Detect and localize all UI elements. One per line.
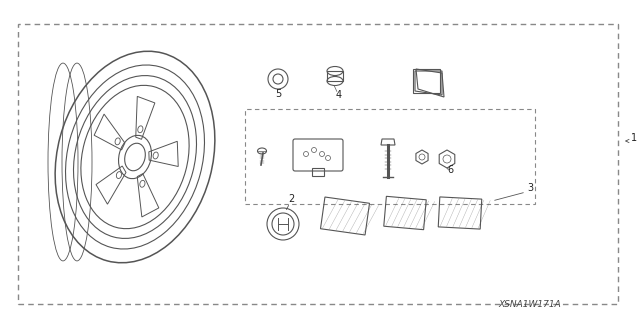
Text: 2: 2 <box>288 194 294 204</box>
Text: 6: 6 <box>447 165 453 175</box>
Text: XSNA1W171A: XSNA1W171A <box>499 300 561 309</box>
Text: 5: 5 <box>275 89 281 99</box>
Text: 4: 4 <box>336 90 342 100</box>
Text: 3: 3 <box>527 183 533 193</box>
Text: 1: 1 <box>631 133 637 143</box>
